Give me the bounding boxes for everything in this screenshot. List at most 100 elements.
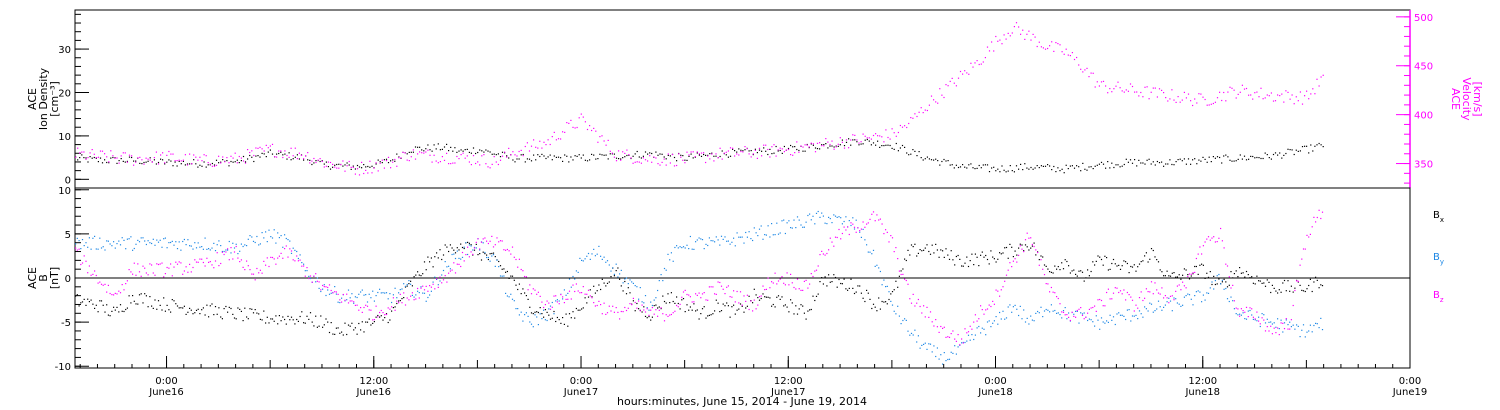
Bx-point-312 bbox=[613, 275, 615, 277]
By-point-464 bbox=[876, 264, 878, 266]
velocity-point-95 bbox=[271, 143, 274, 145]
By-point-454 bbox=[859, 231, 861, 233]
Bz-point-236 bbox=[482, 238, 484, 240]
By-point-277 bbox=[553, 313, 555, 315]
Bx-point-632 bbox=[1166, 270, 1168, 272]
velocity-point-279 bbox=[653, 156, 655, 158]
velocity-point-586 bbox=[1289, 98, 1291, 100]
By-point-116 bbox=[275, 242, 277, 244]
By-point-497 bbox=[933, 345, 935, 347]
Bz-point-578 bbox=[1073, 315, 1075, 317]
By-point-93 bbox=[235, 243, 237, 245]
Bx-point-363 bbox=[701, 308, 704, 310]
Bz-point-204 bbox=[427, 290, 429, 292]
By-point-524 bbox=[980, 332, 982, 334]
By-point-413 bbox=[788, 220, 790, 222]
density-point-378 bbox=[858, 144, 860, 146]
Bz-point-654 bbox=[1204, 241, 1206, 243]
By-point-531 bbox=[992, 322, 994, 324]
Bz-point-591 bbox=[1095, 310, 1097, 312]
velocity-point-376 bbox=[854, 134, 856, 136]
By-point-431 bbox=[819, 216, 821, 218]
By-point-56 bbox=[171, 240, 173, 242]
By-point-495 bbox=[929, 343, 932, 345]
Bz-point-316 bbox=[620, 310, 622, 313]
Bx-point-41 bbox=[145, 295, 147, 297]
Bx-point-604 bbox=[1118, 264, 1120, 266]
Bx-point-73 bbox=[201, 309, 203, 311]
Bz-point-580 bbox=[1076, 309, 1078, 312]
Bz-point-127 bbox=[294, 260, 296, 262]
Bx-point-411 bbox=[784, 304, 786, 306]
velocity-point-510 bbox=[1131, 85, 1134, 88]
By-point-630 bbox=[1163, 306, 1165, 308]
velocity-point-528 bbox=[1169, 98, 1171, 100]
velocity-point-13 bbox=[101, 150, 104, 152]
By-point-135 bbox=[308, 275, 310, 277]
velocity-point-450 bbox=[1007, 32, 1009, 34]
Bx-point-240 bbox=[489, 253, 491, 255]
velocity-point-555 bbox=[1225, 100, 1227, 102]
density-point-411 bbox=[926, 156, 928, 158]
Bx-point-690 bbox=[1266, 279, 1268, 281]
density-point-385 bbox=[872, 142, 875, 144]
Bz-point-304 bbox=[600, 304, 602, 306]
Bz-point-500 bbox=[938, 331, 940, 333]
Bz-point-159 bbox=[349, 300, 351, 302]
Bz-point-213 bbox=[442, 279, 445, 281]
velocity-point-4 bbox=[83, 151, 85, 153]
Bz-point-574 bbox=[1066, 314, 1068, 316]
Bx-point-308 bbox=[606, 282, 609, 284]
By-point-62 bbox=[182, 240, 184, 243]
Bx-point-19 bbox=[107, 314, 109, 316]
Bx-point-132 bbox=[303, 322, 305, 324]
velocity-point-357 bbox=[814, 151, 817, 153]
Bz-point-25 bbox=[118, 290, 120, 292]
By-point-461 bbox=[871, 253, 873, 255]
By-point-293 bbox=[581, 259, 583, 261]
density-point-360 bbox=[821, 144, 823, 146]
Bz-point-251 bbox=[508, 250, 510, 252]
Bz-point-649 bbox=[1195, 257, 1197, 260]
x-tick-time-0: 0:00 bbox=[155, 376, 177, 387]
Bz-point-597 bbox=[1106, 291, 1108, 294]
By-point-80 bbox=[213, 242, 215, 244]
By-point-448 bbox=[848, 220, 850, 222]
velocity-point-134 bbox=[352, 166, 354, 168]
By-point-486 bbox=[914, 329, 916, 331]
density-point-400 bbox=[904, 146, 906, 148]
density-point-465 bbox=[1038, 167, 1040, 169]
density-point-361 bbox=[823, 144, 825, 146]
density-point-472 bbox=[1053, 165, 1055, 168]
velocity-point-8 bbox=[91, 149, 93, 151]
Bz-point-482 bbox=[907, 283, 909, 285]
By-point-587 bbox=[1088, 318, 1090, 320]
velocity-point-511 bbox=[1134, 91, 1136, 93]
Bz-point-196 bbox=[413, 299, 415, 301]
Bz-point-556 bbox=[1035, 249, 1037, 251]
By-point-532 bbox=[993, 320, 995, 322]
Bx-point-364 bbox=[703, 306, 705, 308]
Bz-point-596 bbox=[1104, 305, 1106, 307]
Bx-point-135 bbox=[308, 318, 310, 320]
velocity-point-425 bbox=[955, 85, 957, 87]
By-point-98 bbox=[244, 244, 246, 246]
Bz-point-248 bbox=[503, 249, 505, 251]
By-point-190 bbox=[403, 283, 405, 285]
density-point-194 bbox=[477, 151, 479, 154]
Bx-point-192 bbox=[406, 285, 408, 287]
density-point-185 bbox=[458, 150, 460, 152]
Bz-point-404 bbox=[772, 282, 774, 284]
velocity-point-25 bbox=[126, 161, 128, 163]
By-point-397 bbox=[760, 225, 762, 227]
By-point-716 bbox=[1311, 331, 1313, 333]
legend-By-letter: B bbox=[1433, 252, 1440, 263]
velocity-point-154 bbox=[394, 158, 396, 161]
Bz-point-509 bbox=[954, 338, 956, 340]
By-point-535 bbox=[999, 311, 1001, 314]
velocity-point-459 bbox=[1026, 33, 1028, 35]
By-point-426 bbox=[810, 219, 812, 221]
velocity-point-321 bbox=[740, 150, 742, 153]
velocity-point-23 bbox=[122, 152, 124, 154]
